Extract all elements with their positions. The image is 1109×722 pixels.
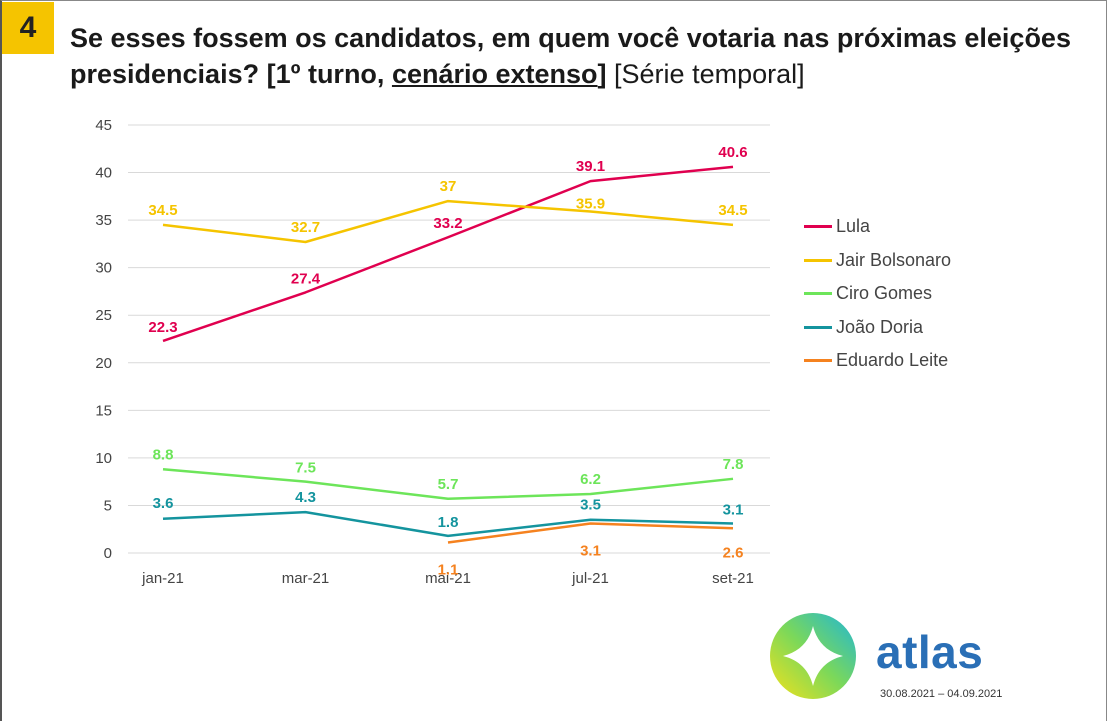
y-tick-label: 30 bbox=[95, 260, 112, 277]
data-label: 39.1 bbox=[576, 158, 605, 175]
data-label: 3.1 bbox=[723, 502, 744, 519]
survey-dates: 30.08.2021 – 04.09.2021 bbox=[880, 688, 1003, 700]
data-label: 35.9 bbox=[576, 196, 605, 213]
y-axis-ticks: 0 5 10 15 20 25 30 35 40 45 bbox=[95, 117, 112, 562]
y-tick-label: 40 bbox=[95, 165, 112, 182]
x-tick-label: mar-21 bbox=[282, 570, 330, 587]
atlas-logo-icon bbox=[770, 613, 856, 699]
series-line-lula bbox=[162, 165, 734, 343]
data-label: 22.3 bbox=[148, 319, 177, 336]
x-tick-label: jul-21 bbox=[571, 570, 609, 587]
brand-name: atlas bbox=[876, 626, 984, 678]
data-label: 34.5 bbox=[148, 202, 177, 219]
chart-legend: Lula Jair Bolsonaro Ciro Gomes João Doria Ed… bbox=[804, 210, 951, 378]
legend-item: Lula bbox=[804, 210, 951, 244]
legend-swatch bbox=[804, 292, 832, 296]
data-label: 1.1 bbox=[438, 562, 459, 579]
legend-label: Ciro Gomes bbox=[836, 283, 933, 304]
title-part2: ] bbox=[597, 59, 607, 89]
series-lines bbox=[162, 165, 734, 544]
legend-item: Ciro Gomes bbox=[804, 277, 951, 311]
x-tick-label: set-21 bbox=[712, 570, 754, 587]
data-label: 6.2 bbox=[580, 471, 601, 488]
data-label: 37 bbox=[440, 178, 457, 195]
x-tick-label: jan-21 bbox=[141, 570, 184, 587]
legend-label: Jair Bolsonaro bbox=[836, 249, 952, 270]
data-label: 7.5 bbox=[295, 460, 316, 477]
legend-swatch bbox=[804, 359, 832, 363]
data-label: 40.6 bbox=[718, 144, 747, 161]
data-label: 32.7 bbox=[291, 219, 320, 236]
series-line-eduardo-leite bbox=[447, 522, 734, 544]
series-line-jair-bolsonaro bbox=[162, 199, 734, 244]
data-label: 3.6 bbox=[153, 495, 174, 512]
legend-swatch bbox=[804, 258, 832, 262]
data-label: 7.8 bbox=[723, 456, 744, 473]
title-part1: Se esses fossem os candidatos, em quem v… bbox=[70, 23, 1071, 89]
data-label: 2.6 bbox=[723, 544, 744, 561]
y-tick-label: 45 bbox=[95, 117, 112, 134]
legend-item: Eduardo Leite bbox=[804, 344, 951, 378]
y-tick-label: 10 bbox=[95, 450, 112, 467]
title-underlined: cenário extenso bbox=[391, 59, 598, 89]
y-tick-label: 0 bbox=[104, 545, 112, 562]
data-label: 1.8 bbox=[438, 514, 459, 531]
data-label: 3.5 bbox=[580, 497, 601, 514]
legend-item: Jair Bolsonaro bbox=[804, 244, 951, 278]
data-label: 27.4 bbox=[291, 270, 321, 287]
y-tick-label: 15 bbox=[95, 402, 112, 419]
question-number-badge: 4 bbox=[2, 2, 54, 54]
legend-swatch bbox=[804, 325, 832, 329]
legend-swatch bbox=[804, 225, 832, 229]
legend-label: Lula bbox=[836, 216, 871, 237]
data-label: 8.8 bbox=[153, 446, 174, 463]
legend-label: João Doria bbox=[836, 316, 924, 337]
data-label: 3.1 bbox=[580, 543, 601, 560]
data-label: 33.2 bbox=[433, 215, 462, 232]
data-labels: 22.3 27.4 33.2 39.1 40.6 34.5 32.7 37 35.9 34.5 8.… bbox=[148, 144, 747, 579]
data-label: 5.7 bbox=[438, 476, 459, 493]
data-label: 4.3 bbox=[295, 489, 316, 506]
series-line-jo-o-doria bbox=[162, 510, 734, 538]
y-tick-label: 5 bbox=[104, 497, 112, 514]
data-label: 34.5 bbox=[718, 202, 747, 219]
title-suffix: [Série temporal] bbox=[606, 59, 805, 89]
series-line-ciro-gomes bbox=[162, 468, 734, 501]
legend-label: Eduardo Leite bbox=[836, 350, 949, 371]
y-tick-label: 35 bbox=[95, 212, 112, 229]
legend-item: João Doria bbox=[804, 311, 951, 345]
x-axis-ticks: jan-21 mar-21 mai-21 jul-21 set-21 bbox=[141, 570, 754, 587]
chart-title: Se esses fossem os candidatos, em quem v… bbox=[70, 20, 1090, 92]
y-tick-label: 25 bbox=[95, 307, 112, 324]
x-tick-label: mai-21 bbox=[425, 570, 471, 587]
y-tick-label: 20 bbox=[95, 355, 112, 372]
